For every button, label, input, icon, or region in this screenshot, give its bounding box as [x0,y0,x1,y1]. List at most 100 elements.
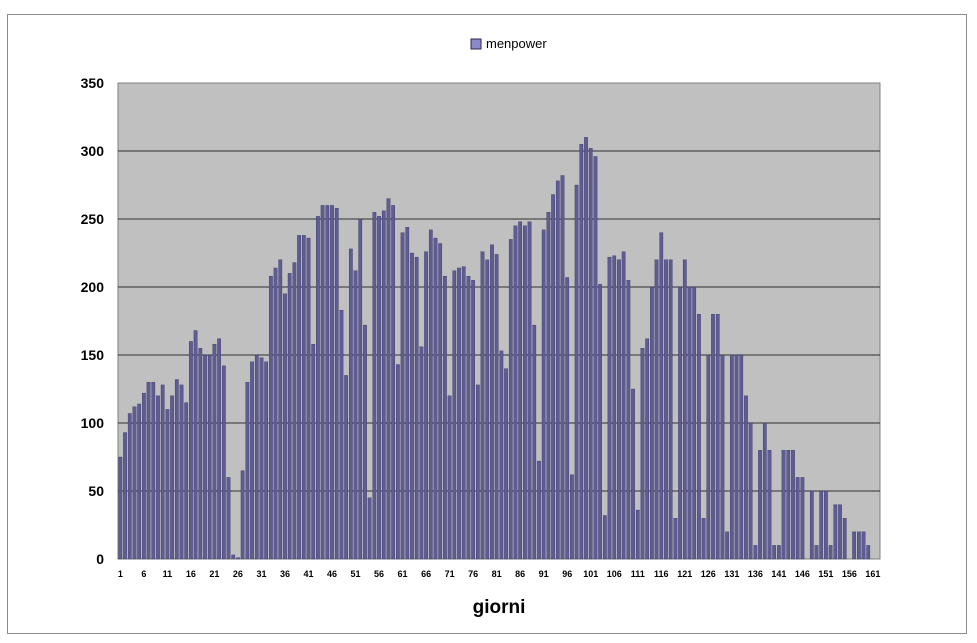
bar-day-47 [334,207,339,560]
bar-day-110 [631,388,635,560]
bar-day-31 [259,357,264,560]
y-tick-label: 50 [88,483,104,499]
x-tick-label: 81 [492,569,502,579]
bar-day-120 [678,286,682,560]
bar-day-86 [518,221,523,560]
bar-day-72 [452,270,457,560]
x-tick-label: 11 [163,569,173,579]
bar-day-88 [527,221,532,560]
bar-day-35 [278,259,283,560]
bar-day-89 [532,324,537,560]
bars [118,137,871,560]
bar-day-133 [739,354,744,560]
bar-day-85 [513,225,518,560]
bar-day-1 [118,456,123,560]
bar-day-111 [635,509,640,560]
bar-day-96 [565,277,570,560]
bar-day-12 [170,395,174,560]
bar-day-159 [861,531,866,560]
bar-day-105 [607,256,612,560]
bar-day-42 [311,343,316,560]
bar-day-76 [471,280,475,560]
bar-day-151 [824,490,828,560]
bar-day-106 [612,255,617,560]
bar-day-101 [588,148,593,560]
bar-day-113 [645,338,650,560]
x-tick-label: 131 [724,569,739,579]
bar-day-126 [706,354,711,560]
bar-day-146 [800,477,805,560]
bar-day-129 [720,354,725,560]
bar-day-28 [245,382,250,560]
bar-day-104 [602,515,607,560]
bar-day-149 [814,545,819,560]
chart-frame: 0 50 100 150 200 250 300 350 1 6 11 16 21 26 31 36 41 46… [7,14,967,634]
bar-day-54 [367,497,372,560]
bar-day-145 [795,477,800,560]
bar-day-13 [174,379,179,560]
bar-day-4 [132,406,137,560]
x-tick-label: 161 [865,569,880,579]
x-tick-label: 1 [118,569,123,579]
x-tick-label: 101 [583,569,598,579]
legend: menpower [470,36,547,51]
bar-day-50 [348,248,353,560]
bar-day-34 [273,267,278,560]
bar-day-49 [344,375,348,560]
bar-day-160 [866,545,871,560]
plot-area [117,82,881,560]
bar-day-16 [189,341,193,560]
bar-day-19 [203,354,207,560]
bar-day-87 [523,225,527,560]
y-tick-label: 0 [96,551,104,567]
bar-day-39 [297,235,301,560]
bar-day-79 [485,259,490,560]
bar-day-46 [330,205,334,560]
bar-day-142 [781,450,786,560]
bar-day-83 [504,368,508,560]
bar-day-97 [570,474,574,560]
bar-day-109 [626,280,631,560]
y-tick-label: 200 [81,279,105,295]
bar-day-139 [767,450,772,560]
bar-day-150 [819,490,824,560]
bar-day-20 [207,354,212,560]
x-tick-label: 61 [398,569,408,579]
bar-day-115 [654,259,659,560]
bar-day-130 [725,531,729,560]
bar-day-153 [833,504,838,560]
bar-day-71 [447,395,452,560]
bar-day-64 [414,256,419,560]
bar-day-94 [555,180,560,560]
bar-day-75 [466,275,471,560]
x-tick-label: 6 [141,569,146,579]
bar-day-78 [480,251,485,560]
bar-day-56 [377,216,381,560]
bar-day-125 [701,518,706,560]
x-tick-label: 76 [468,569,478,579]
bar-day-143 [786,450,791,560]
bar-day-37 [287,273,292,560]
bar-day-84 [508,239,513,560]
bar-day-103 [598,284,602,560]
bar-day-7 [146,382,151,560]
bar-day-38 [292,262,297,560]
bar-day-100 [584,137,588,560]
x-tick-label: 136 [748,569,763,579]
bar-day-55 [372,212,377,560]
bar-day-33 [269,275,273,560]
bar-day-91 [541,229,546,560]
bar-day-80 [490,244,494,560]
x-tick-label: 31 [256,569,266,579]
bar-day-137 [758,450,762,560]
x-tick-label: 41 [303,569,313,579]
bar-day-15 [184,402,189,560]
bar-day-157 [852,531,856,560]
bar-day-69 [438,243,443,560]
y-axis-ticks: 0 50 100 150 200 250 300 350 [81,75,105,567]
y-tick-label: 250 [81,211,105,227]
bar-day-8 [151,382,156,560]
x-tick-label: 66 [421,569,431,579]
bar-day-107 [617,259,621,560]
y-tick-label: 350 [81,75,105,91]
